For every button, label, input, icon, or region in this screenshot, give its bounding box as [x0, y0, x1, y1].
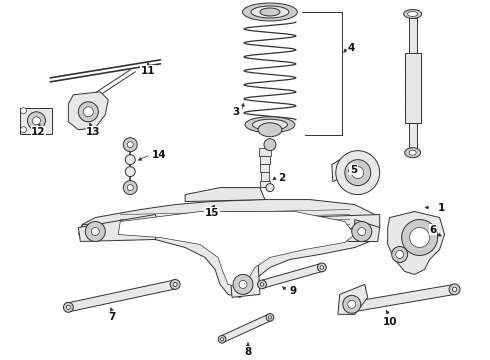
Bar — [261, 172, 269, 181]
Circle shape — [127, 185, 133, 190]
Circle shape — [173, 283, 177, 286]
Polygon shape — [82, 215, 380, 238]
Text: 10: 10 — [382, 317, 397, 327]
Circle shape — [127, 142, 133, 148]
Text: 13: 13 — [86, 127, 100, 137]
Circle shape — [402, 220, 438, 256]
Circle shape — [347, 305, 352, 310]
Polygon shape — [349, 284, 455, 312]
Ellipse shape — [260, 8, 280, 16]
Polygon shape — [185, 188, 265, 202]
Ellipse shape — [405, 148, 420, 158]
Polygon shape — [118, 212, 355, 287]
Circle shape — [125, 155, 135, 165]
Circle shape — [269, 316, 271, 319]
Circle shape — [344, 302, 355, 313]
Circle shape — [83, 107, 93, 117]
Circle shape — [320, 266, 323, 269]
Circle shape — [27, 112, 46, 130]
Circle shape — [239, 280, 247, 288]
Text: 4: 4 — [348, 43, 355, 53]
Polygon shape — [261, 264, 323, 288]
Bar — [21, 108, 52, 134]
Circle shape — [91, 228, 99, 235]
Circle shape — [78, 102, 98, 122]
Text: 15: 15 — [205, 208, 220, 217]
Circle shape — [345, 160, 371, 186]
Circle shape — [449, 284, 460, 295]
Bar — [259, 148, 271, 156]
Polygon shape — [310, 220, 380, 242]
Polygon shape — [78, 199, 380, 297]
Polygon shape — [220, 314, 271, 342]
Polygon shape — [332, 160, 342, 181]
Circle shape — [170, 279, 180, 289]
Circle shape — [352, 167, 364, 179]
Circle shape — [125, 167, 135, 177]
Text: 7: 7 — [109, 312, 116, 322]
Circle shape — [21, 108, 26, 114]
Polygon shape — [68, 280, 176, 312]
Circle shape — [410, 228, 430, 247]
Polygon shape — [78, 215, 160, 242]
Circle shape — [358, 228, 366, 235]
Ellipse shape — [258, 123, 282, 137]
Ellipse shape — [251, 6, 289, 18]
Text: 8: 8 — [245, 347, 252, 357]
Bar — [409, 18, 416, 53]
Text: 3: 3 — [233, 107, 240, 117]
Ellipse shape — [243, 3, 297, 21]
Circle shape — [63, 302, 74, 312]
Bar — [405, 53, 420, 123]
Polygon shape — [338, 284, 368, 314]
Circle shape — [392, 247, 408, 262]
Polygon shape — [388, 212, 444, 274]
Bar — [261, 164, 270, 172]
Circle shape — [258, 280, 267, 289]
Circle shape — [32, 117, 41, 125]
Circle shape — [266, 184, 274, 192]
Ellipse shape — [409, 150, 416, 155]
Circle shape — [233, 274, 253, 294]
Circle shape — [396, 251, 404, 258]
Polygon shape — [69, 92, 108, 130]
Circle shape — [123, 181, 137, 195]
Ellipse shape — [408, 12, 417, 17]
Text: 5: 5 — [350, 165, 357, 175]
Circle shape — [264, 139, 276, 151]
Circle shape — [452, 287, 457, 292]
Circle shape — [343, 295, 361, 313]
Circle shape — [260, 283, 264, 286]
Circle shape — [67, 305, 71, 309]
Bar — [260, 156, 270, 164]
Text: 9: 9 — [290, 287, 297, 296]
Bar — [409, 123, 416, 148]
Circle shape — [352, 221, 372, 242]
Circle shape — [318, 263, 326, 272]
Circle shape — [336, 151, 380, 195]
Circle shape — [220, 338, 223, 341]
Ellipse shape — [245, 117, 295, 133]
Text: 11: 11 — [141, 66, 155, 76]
Text: 6: 6 — [430, 225, 437, 234]
Circle shape — [85, 221, 105, 242]
Circle shape — [218, 336, 226, 343]
Text: 14: 14 — [152, 150, 167, 160]
Ellipse shape — [252, 119, 288, 130]
Text: 1: 1 — [438, 203, 445, 212]
Circle shape — [348, 300, 356, 309]
Circle shape — [123, 138, 137, 152]
Circle shape — [21, 127, 26, 133]
Bar — [260, 181, 270, 186]
Text: 12: 12 — [31, 127, 46, 137]
Polygon shape — [225, 212, 260, 297]
Text: 2: 2 — [278, 173, 285, 183]
Ellipse shape — [404, 9, 421, 18]
Circle shape — [266, 314, 274, 321]
